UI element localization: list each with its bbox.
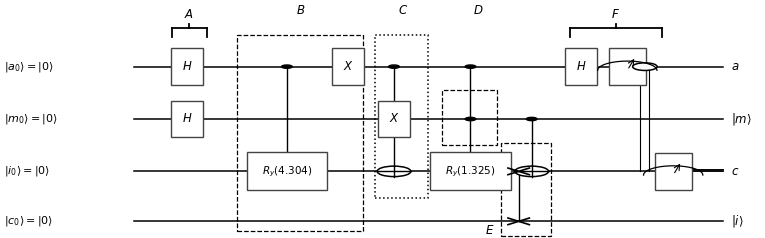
FancyBboxPatch shape	[655, 153, 692, 190]
Text: $|i\rangle$: $|i\rangle$	[731, 213, 744, 229]
Text: $B$: $B$	[296, 4, 305, 17]
Text: $C$: $C$	[398, 4, 409, 17]
FancyBboxPatch shape	[246, 152, 327, 190]
FancyBboxPatch shape	[378, 101, 410, 138]
Text: $R_y(4.304)$: $R_y(4.304)$	[262, 164, 312, 178]
Text: $H$: $H$	[576, 60, 587, 73]
FancyBboxPatch shape	[565, 48, 597, 85]
Circle shape	[526, 117, 537, 121]
Text: $|i_0\rangle = |0\rangle$: $|i_0\rangle = |0\rangle$	[4, 164, 50, 178]
Text: $D$: $D$	[473, 4, 483, 17]
Text: $R_y(1.325)$: $R_y(1.325)$	[445, 164, 496, 178]
Circle shape	[465, 65, 476, 68]
Text: $|m_0\rangle = |0\rangle$: $|m_0\rangle = |0\rangle$	[4, 112, 58, 126]
Text: $|m\rangle$: $|m\rangle$	[731, 111, 751, 127]
Circle shape	[377, 166, 411, 177]
Circle shape	[282, 65, 292, 68]
Text: $H$: $H$	[182, 60, 193, 73]
FancyBboxPatch shape	[171, 101, 203, 138]
Text: $H$: $H$	[182, 113, 193, 125]
Text: $a$: $a$	[731, 60, 739, 73]
Circle shape	[515, 166, 549, 177]
Bar	[375, 35, 428, 198]
Text: $|a_0\rangle = |0\rangle$: $|a_0\rangle = |0\rangle$	[4, 60, 54, 74]
FancyBboxPatch shape	[430, 152, 511, 190]
Text: $A$: $A$	[184, 8, 194, 21]
Bar	[237, 35, 363, 231]
Text: $X$: $X$	[389, 113, 399, 125]
Bar	[442, 90, 497, 145]
FancyBboxPatch shape	[609, 48, 646, 85]
Bar	[501, 143, 551, 236]
Circle shape	[389, 65, 399, 68]
Circle shape	[633, 63, 657, 70]
Circle shape	[465, 117, 476, 121]
Text: $F$: $F$	[611, 8, 620, 21]
FancyBboxPatch shape	[171, 48, 203, 85]
FancyBboxPatch shape	[332, 48, 364, 85]
Text: $|c_0\rangle = |0\rangle$: $|c_0\rangle = |0\rangle$	[4, 214, 53, 228]
Text: $E$: $E$	[485, 224, 494, 237]
Text: $c$: $c$	[731, 165, 739, 178]
Text: $X$: $X$	[343, 60, 353, 73]
